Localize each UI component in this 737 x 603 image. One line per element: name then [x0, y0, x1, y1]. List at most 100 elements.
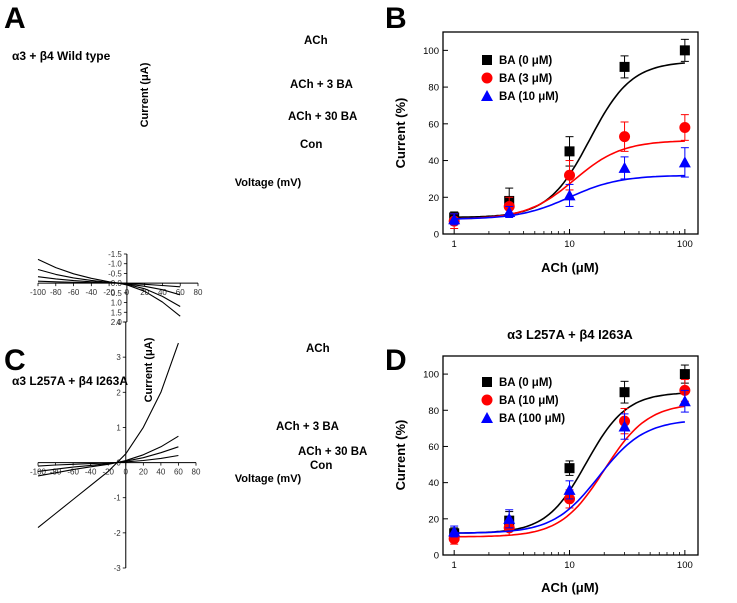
x-tick-label: -60 — [68, 288, 80, 297]
y-tick-label: 1.0 — [111, 299, 123, 308]
y-tick-label: 1.5 — [111, 308, 123, 317]
data-point-ba-3-m — [564, 169, 576, 181]
data-point-ba-0-m — [619, 387, 630, 398]
x-axis-label: Voltage (mV) — [235, 177, 302, 189]
x-tick-label: 40 — [158, 288, 167, 297]
legend-label-ba-10-m: BA (10 μM) — [499, 395, 559, 407]
curve-label-con: Con — [300, 139, 322, 151]
x-axis-label: ACh (μM) — [541, 580, 599, 595]
panel-letter-b: B — [385, 2, 407, 35]
data-point-ba-10-m — [563, 189, 576, 201]
curve-label-ach-30-ba: ACh + 30 BA — [288, 111, 357, 123]
y-tick-label: 0 — [434, 551, 439, 562]
y-tick-label: 80 — [428, 83, 439, 94]
data-point-ba-10-m — [448, 213, 461, 225]
chart-a-iv-wild-type: -100-80 -60 -40 -20 0 20 40 60 80 -1.5-1.0-0.50.0… — [30, 35, 357, 327]
x-tick-label: -100 — [30, 288, 47, 297]
x-tick-label: 60 — [176, 288, 185, 297]
data-point-ba-100-m — [503, 512, 516, 524]
y-tick-label: 20 — [428, 514, 439, 525]
fit-curve-ba-10-m — [454, 405, 686, 538]
x-tick-label: 20 — [140, 288, 149, 297]
chart-d-dose-response-mutant: 1 10 100 0 20 40 60 80 100 ACh (μM) Current (%) α3 … — [393, 327, 699, 595]
x-tick-label: 1 — [452, 560, 457, 571]
data-point-ba-10-m — [618, 161, 631, 173]
y-axis-label: Current (%) — [393, 98, 408, 169]
legend-marker-ba-10-m — [481, 90, 493, 101]
data-point-ba-100-m — [618, 420, 631, 432]
x-tick-label: 100 — [677, 239, 693, 250]
chart-c-iv-mutant: -100 -80 -60 -40 -20 0 20 40 60 80-3-2-101234Volt… — [30, 318, 367, 573]
panel-letter-d: D — [385, 344, 407, 377]
legend-label-ba-0-m: BA (0 μM) — [499, 55, 552, 67]
plot-frame — [442, 355, 699, 556]
legend-label-ba-3-m: BA (3 μM) — [499, 73, 552, 85]
legend-label-ba-100-m: BA (100 μM) — [499, 413, 565, 425]
data-point-ba-0-m — [619, 61, 630, 72]
legend-marker-ba-0-m — [482, 55, 492, 65]
curve-label-ach: ACh — [306, 343, 330, 355]
x-tick-label: 1 — [452, 239, 457, 250]
data-point-ba-0-m — [564, 146, 575, 157]
x-tick-label: 100 — [677, 560, 693, 571]
iv-curve-ach — [37, 342, 179, 529]
y-tick-label: 40 — [428, 478, 439, 489]
panel-letter-a: A — [4, 2, 26, 35]
curve-label-ach-3-ba: ACh + 3 BA — [290, 79, 353, 91]
legend-label-ba-0-m: BA (0 μM) — [499, 377, 552, 389]
y-tick-label: 2 — [116, 388, 121, 397]
legend-marker-ba-3-m — [481, 72, 493, 84]
chart-b-dose-response-wild-type: 1 10 100 0 20 40 60 80 100 ACh (μM) Current (%) BA … — [393, 31, 699, 275]
x-tick-label: 80 — [194, 288, 203, 297]
data-point-ba-100-m — [678, 395, 691, 407]
data-point-ba-0-m — [679, 369, 690, 380]
data-point-ba-0-m — [679, 45, 690, 56]
y-axis-label: Current (%) — [393, 420, 408, 491]
x-tick-label: -80 — [50, 468, 62, 477]
fit-curve-ba-100-m — [454, 421, 685, 534]
y-tick-label: -3 — [114, 564, 122, 573]
plot-frame — [442, 31, 699, 235]
y-tick-label: -1.5 — [108, 250, 122, 259]
x-tick-label: -40 — [86, 288, 98, 297]
chart-title: α3 L257A + β4 I263A — [507, 327, 633, 342]
curve-label-con: Con — [310, 460, 332, 472]
x-tick-label: -20 — [103, 288, 115, 297]
x-tick-label: 20 — [139, 468, 148, 477]
x-tick-label: -60 — [67, 468, 79, 477]
y-tick-label: 100 — [423, 46, 439, 57]
x-tick-label: -40 — [85, 468, 97, 477]
x-axis-label: ACh (μM) — [541, 260, 599, 275]
x-tick-label: 80 — [192, 468, 201, 477]
x-tick-label: -100 — [30, 468, 47, 477]
x-tick-label: 10 — [564, 560, 575, 571]
y-tick-label: 0.5 — [111, 289, 123, 298]
y-tick-label: 4 — [116, 318, 121, 327]
y-tick-label: -1.0 — [108, 260, 122, 269]
y-tick-label: 0.0 — [111, 279, 123, 288]
data-point-ba-3-m — [619, 131, 631, 143]
x-tick-label: 40 — [156, 468, 165, 477]
curve-label-ach: ACh — [304, 35, 328, 47]
data-point-ba-0-m — [564, 463, 575, 474]
y-tick-label: 20 — [428, 193, 439, 204]
curve-label-ach-3-ba: ACh + 3 BA — [276, 421, 339, 433]
y-tick-label: 1 — [116, 423, 121, 432]
y-tick-label: 40 — [428, 156, 439, 167]
curve-label-ach-30-ba: ACh + 30 BA — [298, 446, 367, 458]
y-axis-label: Current (μA) — [143, 337, 155, 402]
y-tick-label: -2 — [114, 529, 122, 538]
legend-marker-ba-100-m — [481, 412, 493, 423]
iv-curve-con — [37, 454, 179, 467]
y-tick-label: 2.0 — [111, 318, 123, 327]
data-point-ba-100-m — [448, 525, 461, 537]
legend-marker-ba-10-m — [481, 394, 493, 406]
x-tick-label: 60 — [174, 468, 183, 477]
panel-c-subtitle: α3 L257A + β4 I263A — [12, 374, 128, 388]
x-tick-label: -20 — [102, 468, 114, 477]
y-tick-label: 100 — [423, 370, 439, 381]
x-tick-label: 10 — [564, 239, 575, 250]
y-axis-label: Current (μA) — [139, 62, 151, 127]
data-point-ba-10-m — [503, 205, 516, 217]
